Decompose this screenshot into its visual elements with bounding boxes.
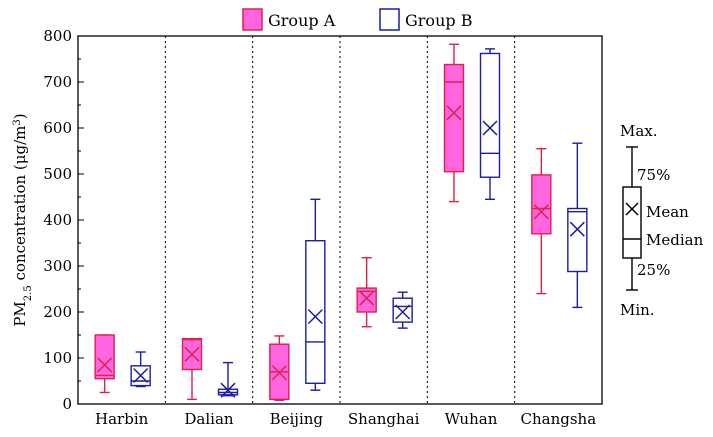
key-label-mean: Mean [646,203,689,221]
x-tick-label: Dalian [184,410,234,428]
key-label-median: Median [646,231,704,249]
y-tick-label: 100 [43,349,72,367]
group-b-iqr-box [479,52,501,178]
group-a-mean-marker [446,105,462,121]
key-label-min: Min. [620,301,655,319]
group-b-box [217,361,239,398]
box-key: Max. 75% Mean Median 25% Min. [620,122,704,319]
group-b-box [305,198,326,391]
y-tick-label: 500 [43,165,72,183]
x-tick-label: Shanghai [348,410,420,428]
group-b-mean-marker [395,304,411,320]
x-tick-label: Changsha [521,410,597,428]
x-tick-label: Harbin [95,410,149,428]
group-b-box [392,291,413,329]
group-b-mean-marker [133,367,149,384]
group-a-mean-marker [271,365,287,381]
group-a-iqr-box [443,63,465,173]
y-tick-label: 200 [43,303,72,321]
legend: Group A Group B [242,8,472,31]
y-tick-label: 800 [43,27,72,45]
x-tick-label: Beijing [270,410,324,428]
group-b-box [567,142,588,309]
group-a-iqr-box [94,334,115,380]
group-a-mean-marker [184,346,200,362]
legend-label-group-b: Group B [405,11,472,30]
key-label-75: 75% [637,166,670,184]
y-tick-label: 300 [43,257,72,275]
group-a-box [269,335,290,402]
group-b-mean-marker [482,120,498,136]
y-tick-label: 700 [43,73,72,91]
y-axis-label-mid: concentration (μg/m [11,126,29,286]
group-b-iqr-box [567,207,588,273]
group-b-mean-marker [307,309,323,325]
key-label-max: Max. [620,122,658,140]
y-axis-label-sup: 3 [12,119,23,125]
key-iqr-box [622,186,642,259]
legend-label-group-a: Group A [268,11,336,30]
y-axis-label: PM2.5 concentration (μg/m3) [11,113,34,326]
group-a-mean-marker [533,204,549,220]
group-a-box [356,257,377,328]
key-label-25: 25% [637,261,670,279]
y-axis-label-end: ) [11,113,29,119]
box-key-diagram [622,146,642,291]
group-a-mean-marker [97,357,113,373]
group-b-box [130,351,151,388]
y-tick-label: 600 [43,119,72,137]
key-mean-marker [625,202,639,216]
y-tick-label: 400 [43,211,72,229]
group-b-mean-marker [569,221,585,237]
group-a-box [443,43,465,203]
plot-area: 0 100 200 300 400 500 600 700 800 Harbin Dalian Bei… [43,27,603,428]
group-a-box [181,337,203,401]
legend-swatch-group-a [242,8,263,31]
group-b-iqr-box [305,239,326,385]
group-b-mean-marker [220,382,236,398]
y-axis-label-sub: 2.5 [23,285,34,301]
group-a-box [94,334,115,394]
legend-swatch-group-b [379,8,400,31]
x-tick-label: Wuhan [445,410,498,428]
y-tick-label: 0 [62,395,72,413]
group-a-iqr-box [531,174,552,235]
group-b-box [479,48,501,201]
y-axis-label-pm: PM [11,301,29,326]
group-a-mean-marker [359,290,375,306]
group-a-box [531,147,552,295]
